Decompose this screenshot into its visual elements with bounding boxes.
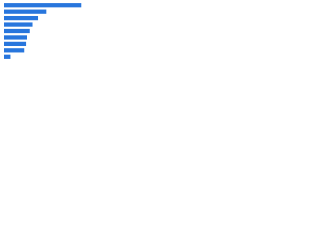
bar xyxy=(4,22,33,27)
bar xyxy=(4,3,82,8)
bar xyxy=(4,9,47,14)
bar xyxy=(4,48,25,53)
chart xyxy=(4,3,82,59)
bar xyxy=(4,35,27,40)
bar xyxy=(4,54,11,59)
bar xyxy=(4,28,30,34)
bar xyxy=(4,41,27,47)
bar xyxy=(4,15,39,21)
